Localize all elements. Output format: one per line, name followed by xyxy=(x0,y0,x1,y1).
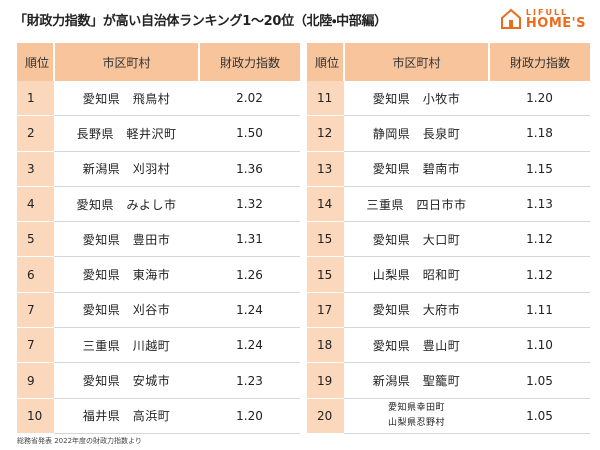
index-cell: 1.31 xyxy=(199,221,300,258)
rank-cell: 14 xyxy=(307,186,344,223)
index-cell: 1.10 xyxy=(489,327,590,364)
area-cell: 長野県 軽井沢町 xyxy=(54,115,199,152)
rank-cell: 12 xyxy=(307,115,344,152)
footer: 総務省発表 2022年度の財政力指数より xyxy=(17,437,142,445)
row: 7 愛知県 刈谷市 1.24 xyxy=(17,292,300,329)
rank-cell: 5 xyxy=(17,221,54,258)
index-cell: 1.05 xyxy=(489,362,590,399)
index-cell: 1.20 xyxy=(199,398,300,434)
index-cell: 1.18 xyxy=(489,115,590,152)
area-cell: 愛知県 安城市 xyxy=(54,362,199,399)
index-cell: 1.20 xyxy=(489,81,590,117)
area-cell: 福井県 高浜町 xyxy=(54,398,199,434)
index-cell: 1.32 xyxy=(199,186,300,223)
rank-cell: 19 xyxy=(307,362,344,399)
title: 「財政力指数」が高い自治体ランキング1〜20位（北陸・中部編） xyxy=(14,14,387,29)
area-line: 山梨県忍野村 xyxy=(387,417,445,428)
header-cell: 順位 xyxy=(307,43,345,81)
rank-cell: 11 xyxy=(307,81,344,117)
row: 9 愛知県 安城市 1.23 xyxy=(17,362,300,399)
area-cell: 愛知県 飛鳥村 xyxy=(54,81,199,117)
row: 18 愛知県 豊山町 1.10 xyxy=(307,327,590,364)
area-cell: 愛知県幸田町 山梨県忍野村 xyxy=(344,398,489,434)
rank-cell: 17 xyxy=(307,292,344,329)
rank-cell: 15 xyxy=(307,221,344,258)
rank-cell: 13 xyxy=(307,151,344,187)
area-cell: 愛知県 豊田市 xyxy=(54,221,199,258)
rank-cell: 18 xyxy=(307,327,344,364)
rank-cell: 7 xyxy=(17,292,54,329)
rank-cell: 20 xyxy=(307,398,344,434)
logo-top: LIFULL xyxy=(525,7,569,17)
header-cell: 市区町村 xyxy=(54,43,200,81)
area-line: 愛知県幸田町 xyxy=(387,402,445,413)
row: 14 三重県 四日市市 1.13 xyxy=(307,186,590,223)
ranking-table: 順位 市区町村 財政力指数 11 愛知県 小牧市 1.20 12 静岡県 長泉町 1.18 13 愛… xyxy=(307,43,590,434)
header-cell: 財政力指数 xyxy=(199,43,300,81)
header-row: 順位 市区町村 財政力指数 xyxy=(17,43,300,81)
rank-cell: 7 xyxy=(17,327,54,364)
index-cell: 1.13 xyxy=(489,186,590,223)
area-cell: 愛知県 大府市 xyxy=(344,292,489,329)
area-cell: 三重県 川越町 xyxy=(54,327,199,364)
index-cell: 1.24 xyxy=(199,292,300,329)
area-cell: 三重県 四日市市 xyxy=(344,186,489,223)
rank-cell: 3 xyxy=(17,151,54,187)
row: 12 静岡県 長泉町 1.18 xyxy=(307,115,590,152)
index-cell: 1.12 xyxy=(489,256,590,293)
header-cell: 市区町村 xyxy=(344,43,490,81)
rank-cell: 9 xyxy=(17,362,54,399)
index-cell: 1.24 xyxy=(199,327,300,364)
ranking-table: 順位 市区町村 財政力指数 1 愛知県 飛鳥村 2.02 2 長野県 軽井沢町 1.50 3 新潟県… xyxy=(17,43,300,434)
rank-cell: 15 xyxy=(307,256,344,293)
area-cell: 愛知県 大口町 xyxy=(344,221,489,258)
rank-cell: 1 xyxy=(17,81,54,117)
area-cell: 新潟県 聖籠町 xyxy=(344,362,489,399)
index-cell: 1.11 xyxy=(489,292,590,329)
rank-cell: 2 xyxy=(17,115,54,152)
row: 7 三重県 川越町 1.24 xyxy=(17,327,300,364)
row: 15 山梨県 昭和町 1.12 xyxy=(307,256,590,293)
index-cell: 2.02 xyxy=(199,81,300,117)
area-cell: 愛知県 小牧市 xyxy=(344,81,489,117)
row: 19 新潟県 聖籠町 1.05 xyxy=(307,362,590,399)
row: 13 愛知県 碧南市 1.15 xyxy=(307,151,590,187)
row: 11 愛知県 小牧市 1.20 xyxy=(307,81,590,117)
header-cell: 順位 xyxy=(17,43,55,81)
rank-cell: 10 xyxy=(17,398,54,434)
area-cell: 愛知県 豊山町 xyxy=(344,327,489,364)
row: 15 愛知県 大口町 1.12 xyxy=(307,221,590,258)
row: 5 愛知県 豊田市 1.31 xyxy=(17,221,300,258)
logo-bottom: HOME'S xyxy=(525,15,586,31)
logo: LIFULL HOME'S xyxy=(500,8,586,30)
index-cell: 1.36 xyxy=(199,151,300,187)
area-cell: 新潟県 刈羽村 xyxy=(54,151,199,187)
header-cell: 財政力指数 xyxy=(489,43,590,81)
area-cell: 愛知県 刈谷市 xyxy=(54,292,199,329)
rank-cell: 6 xyxy=(17,256,54,293)
row: 2 長野県 軽井沢町 1.50 xyxy=(17,115,300,152)
area-cell: 山梨県 昭和町 xyxy=(344,256,489,293)
area-cell: 愛知県 東海市 xyxy=(54,256,199,293)
index-cell: 1.26 xyxy=(199,256,300,293)
area-cell: 愛知県 みよし市 xyxy=(54,186,199,223)
header-row: 順位 市区町村 財政力指数 xyxy=(307,43,590,81)
index-cell: 1.23 xyxy=(199,362,300,399)
row: 10 福井県 高浜町 1.20 xyxy=(17,398,300,434)
row: 1 愛知県 飛鳥村 2.02 xyxy=(17,81,300,117)
index-cell: 1.15 xyxy=(489,151,590,187)
row: 3 新潟県 刈羽村 1.36 xyxy=(17,151,300,187)
row: 6 愛知県 東海市 1.26 xyxy=(17,256,300,293)
rank-cell: 4 xyxy=(17,186,54,223)
row: 20 愛知県幸田町 山梨県忍野村 1.05 xyxy=(307,398,590,434)
logo-icon xyxy=(500,8,521,29)
row: 17 愛知県 大府市 1.11 xyxy=(307,292,590,329)
area-cell: 静岡県 長泉町 xyxy=(344,115,489,152)
index-cell: 1.50 xyxy=(199,115,300,152)
area-cell: 愛知県 碧南市 xyxy=(344,151,489,187)
index-cell: 1.05 xyxy=(489,398,590,434)
index-cell: 1.12 xyxy=(489,221,590,258)
row: 4 愛知県 みよし市 1.32 xyxy=(17,186,300,223)
